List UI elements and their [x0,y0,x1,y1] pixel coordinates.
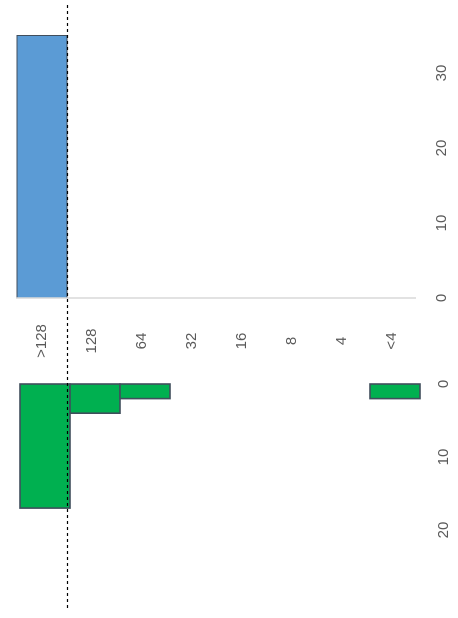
top-value-tick-30: 30 [433,65,450,82]
category-label-5: 8 [283,337,300,345]
bar-bottom-1 [69,383,121,415]
bar-top-0 [16,35,68,299]
top-value-tick-0: 0 [433,294,450,302]
bottom-value-tick-20: 20 [435,522,452,539]
bar-bottom-7 [369,383,421,400]
top-value-tick-10: 10 [433,215,450,232]
category-label-7: <4 [383,332,400,349]
category-label-3: 32 [183,333,200,350]
bottom-value-tick-10: 10 [435,449,452,466]
category-label-1: 128 [83,328,100,353]
bottom-value-tick-0: 0 [435,380,452,388]
category-label-0: >128 [33,324,50,358]
category-label-6: 4 [333,337,350,345]
category-label-4: 16 [233,333,250,350]
top-value-tick-20: 20 [433,140,450,157]
category-label-2: 64 [133,333,150,350]
bar-bottom-0 [19,383,71,509]
bar-bottom-2 [119,383,171,400]
